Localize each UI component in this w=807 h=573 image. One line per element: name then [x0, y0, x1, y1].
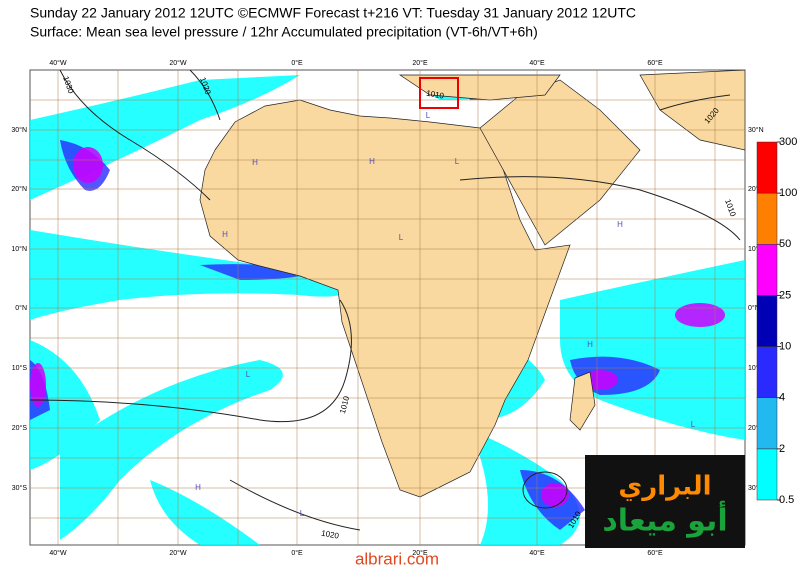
lon-label: 60°E: [647, 59, 663, 67]
header-line1: Sunday 22 January 2012 12UTC ©ECMWF Fore…: [30, 5, 636, 21]
lat-label: 10°N: [748, 245, 764, 253]
colorbar-segment: [756, 141, 778, 194]
colorbar-segment: [756, 448, 778, 501]
lon-label: 60°E: [647, 549, 663, 557]
lat-label: 10°S: [748, 364, 764, 372]
map-content: [30, 70, 745, 545]
pressure-center: L: [300, 509, 305, 518]
lat-label: 20°S: [748, 424, 764, 432]
lat-label: 30°N: [748, 126, 764, 134]
lon-label: 0°E: [291, 549, 303, 557]
watermark: albrari.com: [355, 549, 439, 568]
lon-label: 40°W: [49, 59, 67, 67]
logo-box: [585, 455, 745, 548]
pressure-center: H: [369, 157, 375, 166]
lat-label: 30°S: [748, 484, 764, 492]
colorbar-segment: [756, 244, 778, 296]
pressure-center: H: [195, 483, 201, 492]
lon-label: 20°E: [412, 59, 428, 67]
lon-label: 40°E: [529, 549, 545, 557]
lon-label: 40°W: [49, 549, 67, 557]
lat-label: 10°S: [12, 364, 28, 372]
logo-line2: أبو ميعاد: [602, 501, 727, 539]
colorbar-segment: [756, 295, 778, 347]
lat-label: 30°S: [12, 484, 28, 492]
colorbar-segment: [756, 397, 778, 450]
colorbar-label: 10: [779, 340, 791, 352]
lat-label: 0°N: [748, 304, 760, 312]
isobar-label: 1010: [426, 89, 446, 101]
lat-label: 20°N: [748, 185, 764, 193]
lon-label: 20°W: [169, 549, 187, 557]
map-frame: [29, 69, 746, 546]
colorbar-label: 0.5: [779, 494, 794, 506]
lat-label: 30°N: [11, 126, 27, 134]
header-line2: Surface: Mean sea level pressure / 12hr …: [30, 24, 538, 40]
lon-label: 20°E: [412, 549, 428, 557]
lat-label: 10°N: [11, 245, 27, 253]
pressure-center: L: [246, 370, 251, 379]
isobar-label: 1020: [321, 529, 341, 541]
highlight-box: [419, 77, 459, 109]
colorbar-label: 300: [779, 136, 797, 148]
pressure-center: H: [617, 220, 623, 229]
lon-label: 40°E: [529, 59, 545, 67]
colorbar: 0.5 2 4 10 25 50 100 300: [756, 136, 797, 506]
colorbar-segment: [756, 346, 778, 398]
colorbar-label: 100: [779, 187, 797, 199]
pressure-center: H: [222, 230, 228, 239]
lat-label: 0°N: [15, 304, 27, 312]
pressure-center: H: [252, 158, 258, 167]
colorbar-label: 25: [779, 289, 791, 301]
pressure-center: L: [426, 111, 431, 120]
lon-label: 20°W: [169, 59, 187, 67]
pressure-center: H: [587, 340, 593, 349]
colorbar-label: 4: [779, 392, 785, 404]
pressure-center: L: [399, 233, 404, 242]
lat-label: 20°N: [11, 185, 27, 193]
lat-label: 20°S: [12, 424, 28, 432]
pressure-center: L: [691, 420, 696, 429]
graticule: [30, 70, 745, 545]
colorbar-label: 50: [779, 238, 791, 250]
isobars: [30, 70, 741, 531]
colorbar-label: 2: [779, 443, 785, 455]
logo: البراري أبو ميعاد: [585, 455, 745, 548]
lon-label: 0°E: [291, 59, 303, 67]
colorbar-segment: [756, 192, 778, 245]
logo-line1: البراري: [618, 472, 711, 502]
pressure-center: L: [455, 157, 460, 166]
